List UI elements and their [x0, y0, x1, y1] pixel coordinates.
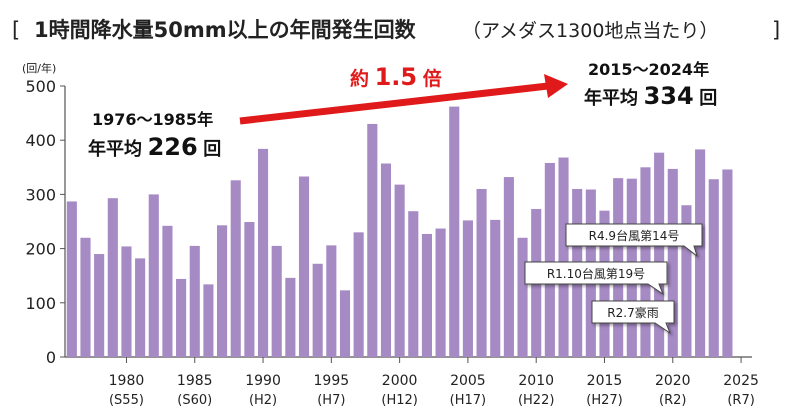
x-tick-label-era: (H22): [518, 393, 554, 408]
bar: [654, 152, 665, 357]
x-tick-label-year: 1980: [109, 373, 145, 389]
title-open-bracket: [: [12, 18, 20, 42]
bar: [367, 123, 378, 357]
x-tick-label-year: 2020: [655, 373, 691, 389]
right-avg-suffix: 回: [699, 88, 717, 109]
bar: [681, 205, 692, 357]
increase-arrow: [239, 74, 568, 125]
y-axis-unit-label: (回/年): [22, 61, 56, 75]
title-close-bracket: ]: [772, 18, 780, 42]
right-avg-value: 334: [644, 82, 694, 110]
x-tick-label-era: (R2): [659, 393, 686, 408]
x-tick-label-era: (H12): [381, 393, 417, 408]
left-period-label: 1976〜1985年: [92, 110, 213, 129]
bar: [271, 245, 282, 357]
bar: [257, 148, 269, 357]
bar: [203, 284, 214, 357]
arrow-head-icon: [544, 74, 568, 98]
bar: [135, 258, 146, 357]
ratio-prefix: 約: [350, 67, 369, 90]
bar: [544, 162, 555, 357]
callout-heavy-rain-text: R2.7豪雨: [607, 305, 658, 320]
bar: [353, 232, 364, 357]
x-tick-label-year: 2025: [723, 373, 759, 389]
x-tick-label-era: (S55): [109, 393, 144, 408]
bar: [708, 179, 719, 357]
x-tick-label-era: (S60): [177, 393, 212, 408]
bar: [394, 184, 405, 357]
right-avg-prefix: 年平均: [584, 87, 638, 109]
bar: [217, 225, 228, 357]
ratio-value: 1.5: [375, 63, 418, 91]
bar: [339, 290, 351, 357]
bar: [435, 228, 446, 357]
bar: [94, 254, 105, 357]
right-average-label: 年平均 334 回: [584, 82, 717, 110]
bar: [490, 219, 501, 357]
x-tick-label-year: 2000: [382, 373, 418, 389]
bar: [121, 246, 132, 357]
bar: [66, 201, 77, 357]
x-tick-label-era: (R7): [727, 393, 754, 408]
x-tick-label-year: 1985: [177, 373, 213, 389]
x-tick-label-era: (H27): [586, 393, 622, 408]
y-tick-label: 400: [25, 131, 56, 150]
bar: [503, 177, 514, 357]
bar: [449, 106, 460, 357]
bar: [476, 188, 487, 357]
x-tick-label-year: 1995: [314, 373, 350, 389]
left-avg-suffix: 回: [203, 139, 221, 160]
y-tick-label: 500: [25, 77, 56, 96]
bar: [462, 220, 473, 357]
bar: [722, 169, 733, 357]
arrow-shaft: [239, 82, 549, 125]
x-tick-label-era: (H2): [249, 393, 277, 408]
bar: [326, 245, 337, 357]
y-axis-ticks: 0 100 200 300 400 500: [25, 77, 65, 367]
bar: [517, 237, 528, 357]
bar: [285, 277, 296, 357]
x-tick-label-era: (H7): [317, 393, 345, 408]
bar: [695, 149, 706, 357]
x-tick-label-year: 2015: [587, 373, 623, 389]
bar: [312, 263, 323, 357]
bar: [162, 225, 173, 357]
bar: [80, 237, 91, 357]
bar: [408, 211, 419, 357]
y-tick-label: 0: [46, 348, 56, 367]
left-average-label: 年平均 226 回: [88, 133, 221, 161]
callout-typhoon-14: R4.9台風第14号: [565, 223, 703, 258]
ratio-label: 約 1.5 倍: [350, 63, 442, 91]
bar: [667, 168, 678, 357]
callout-typhoon-19-text: R1.10台風第19号: [547, 266, 645, 281]
y-tick-label: 200: [25, 240, 56, 259]
callout-heavy-rain: R2.7豪雨: [591, 300, 675, 335]
y-tick-label: 300: [25, 185, 56, 204]
chart-subtitle: （アメダス1300地点当たり）: [462, 20, 718, 42]
bar: [244, 222, 255, 357]
bar: [558, 157, 569, 357]
bar: [230, 180, 241, 357]
callout-typhoon-19: R1.10台風第19号: [524, 261, 668, 296]
chart-title: 1時間降水量50mm以上の年間発生回数: [34, 18, 417, 42]
x-tick-label-era: (H17): [450, 393, 486, 408]
left-avg-value: 226: [148, 133, 198, 161]
bar: [421, 233, 432, 357]
bar: [176, 278, 187, 357]
y-tick-label: 100: [25, 294, 56, 313]
right-period-label: 2015〜2024年: [588, 60, 709, 79]
bar: [107, 198, 118, 357]
bar: [148, 194, 159, 357]
x-tick-label-year: 1990: [245, 373, 281, 389]
bar: [298, 176, 310, 357]
bar: [189, 245, 200, 357]
ratio-suffix: 倍: [423, 67, 442, 90]
x-tick-label-year: 2010: [518, 373, 554, 389]
x-tick-label-year: 2005: [450, 373, 486, 389]
x-axis-ticks: 1980 (S55) 1985 (S60) 1990 (H2) 1995 (H7) 2000 (H…: [109, 357, 759, 408]
bar: [380, 163, 392, 357]
callout-typhoon-14-text: R4.9台風第14号: [589, 228, 680, 243]
left-avg-prefix: 年平均: [88, 138, 142, 160]
